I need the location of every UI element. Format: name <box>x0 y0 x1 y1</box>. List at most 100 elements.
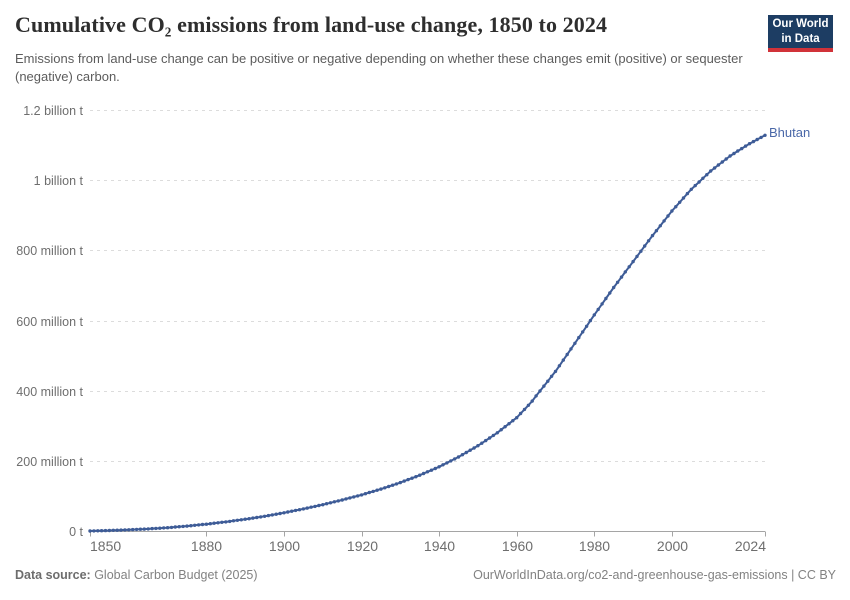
data-point-marker <box>646 239 651 243</box>
data-point-marker <box>460 453 465 457</box>
data-point-marker <box>441 463 445 467</box>
data-point-marker <box>712 166 717 170</box>
data-point-marker <box>421 471 426 476</box>
data-point-marker <box>456 455 461 459</box>
data-point-marker <box>577 335 581 340</box>
data-point-marker <box>581 330 585 334</box>
data-point-marker <box>538 389 542 393</box>
data-point-marker <box>724 157 728 161</box>
data-point-marker <box>356 494 360 498</box>
data-point-marker <box>670 209 674 213</box>
y-tick-label: 200 million t <box>16 455 83 469</box>
data-point-marker <box>619 275 624 279</box>
y-tick-label: 1 billion t <box>34 174 84 188</box>
data-point-marker <box>414 475 418 479</box>
x-tick-label: 1850 <box>90 538 121 554</box>
data-point-marker <box>220 520 224 524</box>
data-point-marker <box>491 433 496 438</box>
data-point-marker <box>549 374 554 378</box>
data-point-marker <box>332 500 337 504</box>
data-point-marker <box>588 318 593 323</box>
data-point-marker <box>282 511 286 515</box>
data-point-marker <box>154 526 158 531</box>
data-point-marker <box>383 486 387 490</box>
data-point-marker <box>270 513 274 517</box>
data-point-marker <box>720 160 724 164</box>
data-point-marker <box>146 527 150 531</box>
data-point-marker <box>515 416 519 420</box>
data-point-marker <box>584 324 589 328</box>
data-point-marker <box>472 446 476 450</box>
data-source-value: Global Carbon Budget (2025) <box>90 568 258 582</box>
data-point-marker <box>615 280 620 284</box>
data-point-marker <box>390 483 395 487</box>
data-point-marker <box>169 525 174 530</box>
data-point-marker <box>111 528 116 532</box>
data-point-marker <box>239 518 243 522</box>
data-point-marker <box>363 492 368 496</box>
data-point-marker <box>429 468 434 472</box>
data-point-marker <box>709 169 713 173</box>
data-point-marker <box>674 205 678 209</box>
data-point-marker <box>449 459 453 463</box>
page-subtitle: Emissions from land-use change can be po… <box>15 51 743 84</box>
data-point-marker <box>755 137 759 142</box>
data-point-marker <box>553 369 558 374</box>
data-point-marker <box>507 422 511 426</box>
data-point-marker <box>542 384 546 388</box>
data-source-label: Data source: <box>15 568 91 582</box>
data-point-marker <box>410 476 414 480</box>
data-point-marker <box>340 498 344 502</box>
data-point-marker <box>367 490 371 495</box>
data-point-marker <box>123 528 127 532</box>
data-point-marker <box>569 347 573 351</box>
data-point-marker <box>425 470 430 474</box>
license-credit[interactable]: OurWorldInData.org/co2-and-greenhouse-ga… <box>473 568 836 582</box>
data-point-marker <box>635 254 639 259</box>
x-tick-label: 1980 <box>579 538 610 554</box>
data-point-marker <box>546 379 550 383</box>
data-point-marker <box>96 529 100 533</box>
data-point-marker <box>689 187 693 191</box>
data-point-marker <box>394 482 399 486</box>
data-point-marker <box>387 484 391 489</box>
data-point-marker <box>115 528 119 532</box>
data-point-marker <box>138 527 143 531</box>
data-series-markers[interactable] <box>88 133 767 533</box>
y-tick-label: 400 million t <box>16 385 83 399</box>
data-point-marker <box>526 403 531 407</box>
data-point-marker <box>177 525 181 529</box>
data-point-marker <box>321 503 325 507</box>
data-point-marker <box>705 173 709 177</box>
data-point-marker <box>290 509 294 513</box>
data-point-marker <box>344 497 348 501</box>
x-tick-label: 1920 <box>347 538 378 554</box>
y-tick-label: 0 t <box>69 525 83 539</box>
footer: Data source: Global Carbon Budget (2025)… <box>15 568 836 582</box>
data-point-marker <box>530 399 534 403</box>
data-point-marker <box>259 515 263 519</box>
data-point-marker <box>348 496 352 500</box>
data-point-marker <box>359 493 364 497</box>
data-point-marker <box>262 514 267 518</box>
data-point-marker <box>627 265 631 269</box>
data-point-marker <box>251 516 255 520</box>
data-point-marker <box>433 466 437 471</box>
data-point-marker <box>200 522 205 527</box>
logo-line-2: in Data <box>781 32 820 45</box>
data-point-marker <box>600 302 604 306</box>
owid-logo[interactable]: Our World in Data <box>768 15 833 52</box>
data-point-marker <box>557 364 562 368</box>
data-point-marker <box>231 519 236 523</box>
data-point-marker <box>103 528 108 533</box>
data-point-marker <box>398 480 402 485</box>
entity-label-bhutan[interactable]: Bhutan <box>769 125 811 140</box>
data-point-marker <box>608 291 612 295</box>
data-point-marker <box>464 450 468 455</box>
x-tick-label: 2000 <box>657 538 688 554</box>
x-tick-label: 1880 <box>191 538 222 554</box>
data-point-marker <box>336 499 340 503</box>
x-tick-label: 2024 <box>735 538 766 554</box>
data-point-marker <box>158 526 162 530</box>
